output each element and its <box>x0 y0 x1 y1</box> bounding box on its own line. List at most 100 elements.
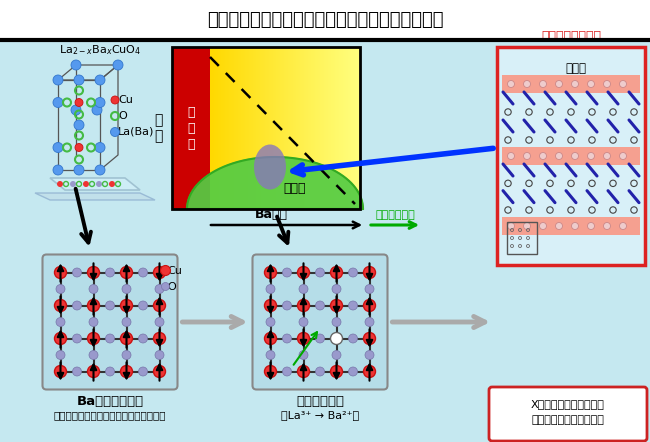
Circle shape <box>105 334 114 343</box>
Bar <box>275 47 278 209</box>
Circle shape <box>88 366 99 377</box>
Circle shape <box>73 301 81 310</box>
Circle shape <box>571 80 578 88</box>
Bar <box>333 47 336 209</box>
Bar <box>266 47 268 209</box>
Text: Cu: Cu <box>168 266 183 275</box>
Circle shape <box>161 282 170 290</box>
Circle shape <box>75 144 83 152</box>
Circle shape <box>120 366 133 377</box>
Bar <box>330 47 332 209</box>
Bar <box>255 47 257 209</box>
Circle shape <box>571 152 578 160</box>
Circle shape <box>74 120 84 130</box>
Bar <box>252 47 255 209</box>
Bar <box>284 47 286 209</box>
Circle shape <box>315 268 324 277</box>
Circle shape <box>365 285 374 293</box>
Bar <box>248 47 250 209</box>
Bar <box>328 47 330 209</box>
Circle shape <box>298 366 309 377</box>
Circle shape <box>556 80 562 88</box>
Circle shape <box>619 222 627 229</box>
Circle shape <box>332 351 341 359</box>
Bar <box>351 47 354 209</box>
Bar <box>507 222 537 254</box>
Circle shape <box>265 267 276 278</box>
Circle shape <box>315 367 324 376</box>
Bar <box>502 75 640 93</box>
Bar <box>256 47 259 209</box>
Bar <box>222 47 225 209</box>
Bar <box>285 47 287 209</box>
Bar <box>339 47 341 209</box>
Bar <box>272 47 275 209</box>
Circle shape <box>55 267 66 278</box>
Bar <box>324 47 326 209</box>
Polygon shape <box>35 193 155 200</box>
Bar <box>233 47 235 209</box>
Circle shape <box>283 334 291 343</box>
Circle shape <box>55 332 66 344</box>
Circle shape <box>83 181 89 187</box>
Circle shape <box>113 60 123 70</box>
Circle shape <box>348 367 358 376</box>
Circle shape <box>122 351 131 359</box>
Circle shape <box>70 181 76 187</box>
Circle shape <box>523 222 530 229</box>
Circle shape <box>556 152 562 160</box>
Circle shape <box>56 351 65 359</box>
Bar <box>313 47 315 209</box>
Bar <box>350 47 352 209</box>
Circle shape <box>283 268 291 277</box>
Bar <box>309 47 311 209</box>
Circle shape <box>71 60 81 70</box>
Bar <box>283 47 285 209</box>
Circle shape <box>588 80 595 88</box>
Circle shape <box>315 301 324 310</box>
Bar <box>311 47 313 209</box>
Bar <box>341 47 343 209</box>
Circle shape <box>96 181 102 187</box>
Bar <box>325 47 327 209</box>
Circle shape <box>57 181 63 187</box>
Circle shape <box>55 366 66 377</box>
Circle shape <box>56 285 65 293</box>
Text: （揺らぐ）様子を調べる: （揺らぐ）様子を調べる <box>532 415 604 425</box>
Bar <box>295 47 297 209</box>
Bar <box>502 217 640 235</box>
Circle shape <box>138 268 148 277</box>
Bar <box>279 47 281 209</box>
Bar <box>310 47 312 209</box>
Circle shape <box>540 80 547 88</box>
Bar <box>260 47 262 209</box>
Bar <box>252 47 254 209</box>
Bar <box>302 47 305 209</box>
Polygon shape <box>187 157 363 209</box>
Circle shape <box>122 285 131 293</box>
Circle shape <box>283 301 291 310</box>
Circle shape <box>299 351 308 359</box>
Bar <box>237 47 240 209</box>
Bar <box>249 47 251 209</box>
Bar <box>230 47 232 209</box>
Bar <box>340 47 343 209</box>
Circle shape <box>74 75 84 85</box>
Text: Ba濃度ゼロの時: Ba濃度ゼロの時 <box>77 395 144 408</box>
Circle shape <box>153 366 166 377</box>
Circle shape <box>55 300 66 312</box>
Bar <box>343 47 344 209</box>
Bar <box>307 47 310 209</box>
Text: O: O <box>118 111 127 121</box>
Bar <box>261 47 263 209</box>
Circle shape <box>348 301 358 310</box>
Bar <box>239 47 241 209</box>
Bar <box>218 47 220 209</box>
Circle shape <box>161 266 170 275</box>
Circle shape <box>53 142 63 152</box>
Text: 絶
縁
体: 絶 縁 体 <box>187 106 195 150</box>
FancyBboxPatch shape <box>42 255 177 389</box>
Bar <box>322 47 325 209</box>
Bar <box>349 47 351 209</box>
Text: X線を使って縞が波打つ: X線を使って縞が波打つ <box>531 399 605 409</box>
